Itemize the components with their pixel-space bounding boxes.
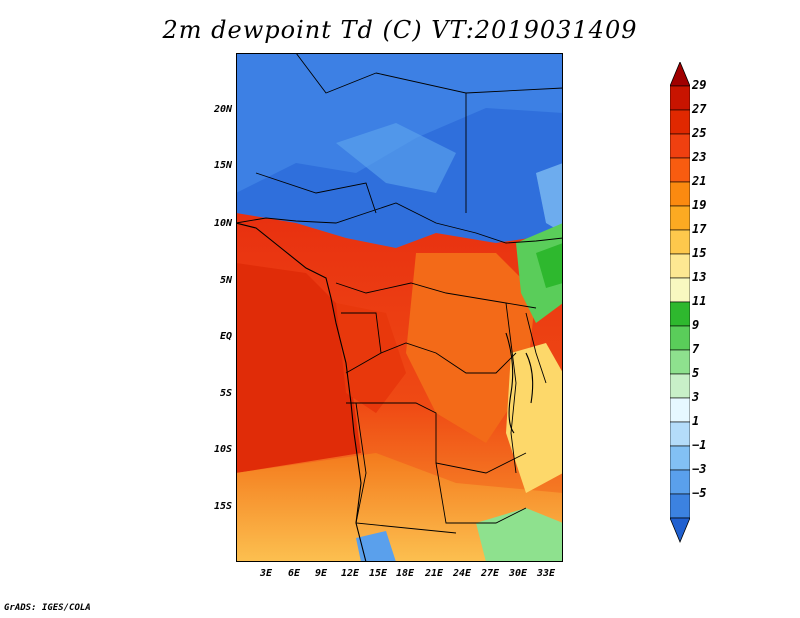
lat-label: 5S xyxy=(219,388,232,399)
lon-label: 9E xyxy=(314,568,328,579)
colorbar-segment xyxy=(669,157,691,183)
map-title: 2m dewpoint Td (C) VT:2019031409 xyxy=(162,16,638,44)
lat-label: 10S xyxy=(213,444,232,455)
colorbar-segment xyxy=(669,109,691,135)
country-borders xyxy=(235,52,564,534)
lon-label: 15E xyxy=(368,568,388,579)
colorbar-label: 15 xyxy=(692,246,707,260)
colorbar-label: 11 xyxy=(692,294,707,308)
colorbar-label: 17 xyxy=(692,222,707,236)
colorbar-segment xyxy=(669,85,691,111)
lon-label: 18E xyxy=(395,568,415,579)
colorbar-segment xyxy=(669,349,691,375)
central-orange xyxy=(406,253,536,443)
south-green xyxy=(476,508,563,562)
lon-label: 12E xyxy=(340,568,360,579)
southwest-blue-patch xyxy=(356,531,396,562)
colorbar-label: 29 xyxy=(692,78,707,92)
west-coast-red xyxy=(236,263,361,473)
colorbar-segment xyxy=(669,205,691,231)
east-light-blue xyxy=(536,163,563,233)
lat-label: 15N xyxy=(213,160,232,171)
lat-label: 20N xyxy=(213,104,232,115)
colorbar-segment xyxy=(669,445,691,471)
colorbar-label: 5 xyxy=(692,366,700,380)
coastline xyxy=(235,222,534,563)
sahara-light-blue xyxy=(336,123,456,193)
lat-label: EQ xyxy=(219,331,232,342)
lon-label: 30E xyxy=(508,568,528,579)
congo-red xyxy=(336,303,406,413)
colorbar-segment xyxy=(669,421,691,447)
colorbar-segment xyxy=(669,493,691,519)
lat-label: 10N xyxy=(213,218,232,229)
colorbar-label: 13 xyxy=(692,270,707,284)
colorbar-label: −1 xyxy=(692,438,707,452)
colorbar-segment xyxy=(669,301,691,327)
colorbar-segment xyxy=(669,181,691,207)
lon-label: 21E xyxy=(424,568,444,579)
colorbar-segment xyxy=(669,277,691,303)
colorbar-label: 7 xyxy=(692,342,700,356)
northern-blue-light xyxy=(236,53,563,193)
colorbar-label: 27 xyxy=(692,102,707,116)
lat-label: 15S xyxy=(213,501,232,512)
colorbar-label: 21 xyxy=(692,174,707,188)
lat-label: 5N xyxy=(219,275,232,286)
colorbar xyxy=(669,60,691,558)
colorbar-segment xyxy=(669,469,691,495)
lon-label: 24E xyxy=(452,568,472,579)
colorbar-bottom-arrow xyxy=(669,517,691,544)
colorbar-label: −5 xyxy=(692,486,707,500)
colorbar-top-arrow xyxy=(669,60,691,87)
colorbar-segment xyxy=(669,397,691,423)
colorbar-segment xyxy=(669,325,691,351)
colorbar-label: 3 xyxy=(692,390,700,404)
dewpoint-map xyxy=(235,52,564,563)
colorbar-label: 1 xyxy=(692,414,700,428)
colorbar-segment xyxy=(669,229,691,255)
colorbar-label: 19 xyxy=(692,198,707,212)
colorbar-label: 9 xyxy=(692,318,700,332)
lon-label: 3E xyxy=(259,568,273,579)
colorbar-label: 23 xyxy=(692,150,707,164)
colorbar-label: 25 xyxy=(692,126,707,140)
footer-credit: GrADS: IGES/COLA xyxy=(4,603,91,613)
colorbar-segment xyxy=(669,133,691,159)
lon-label: 27E xyxy=(480,568,500,579)
colorbar-segment xyxy=(669,253,691,279)
colorbar-segment xyxy=(669,373,691,399)
east-green-dark xyxy=(536,243,563,288)
lon-label: 6E xyxy=(287,568,301,579)
colorbar-label: −3 xyxy=(692,462,707,476)
lon-label: 33E xyxy=(536,568,556,579)
